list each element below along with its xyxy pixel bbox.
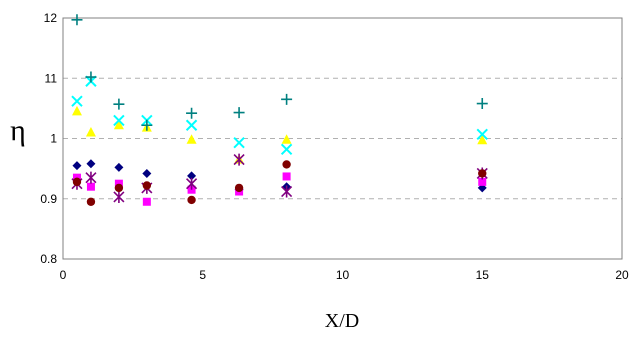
x-tick-label: 5	[199, 268, 206, 282]
x-point	[71, 95, 83, 107]
x-tick-label: 10	[336, 268, 350, 282]
plus-point	[71, 14, 83, 26]
y-tick-label: 1	[50, 132, 57, 146]
x-axis-title: X/D	[325, 310, 359, 332]
triangle-point	[71, 105, 82, 116]
plus-point	[281, 93, 293, 105]
plus-point	[85, 71, 97, 83]
plus-point	[186, 107, 198, 119]
square-point	[187, 185, 196, 194]
plus-point	[476, 98, 488, 110]
plus-point	[141, 119, 153, 131]
y-tick-label: 0.8	[40, 252, 57, 266]
x-tick-label: 20	[615, 268, 629, 282]
diamond-point	[86, 159, 96, 169]
x-tick-label: 0	[60, 268, 67, 282]
circle-point	[282, 160, 291, 169]
square-point	[142, 197, 151, 206]
circle-point	[86, 197, 96, 206]
square-point	[86, 182, 95, 191]
circle-point	[142, 181, 152, 190]
square-point	[114, 179, 123, 188]
triangle-point	[85, 126, 96, 137]
triangle-point	[281, 134, 292, 144]
plus-point	[113, 98, 125, 110]
data-points	[71, 14, 488, 206]
star-point	[85, 171, 97, 184]
x-point	[476, 128, 488, 140]
x-point	[113, 114, 125, 127]
y-tick-label: 12	[44, 11, 58, 25]
star-point	[186, 177, 198, 190]
x-tick-label: 15	[476, 268, 490, 282]
star-point	[281, 185, 293, 198]
triangle-point	[186, 134, 197, 144]
square-point	[478, 177, 487, 186]
diamond-point	[114, 162, 124, 172]
triangle-point	[477, 134, 488, 145]
square-point	[282, 172, 291, 181]
triangle-point	[113, 119, 124, 130]
circle-point	[187, 195, 196, 205]
square-point	[72, 173, 81, 182]
y-axis-title: η	[10, 114, 26, 147]
plot-area-frame	[62, 17, 623, 260]
circle-point	[72, 177, 82, 187]
diamond-point	[72, 161, 82, 171]
plus-point	[233, 107, 245, 119]
x-point	[185, 119, 198, 131]
y-tick-label: 11	[45, 71, 58, 85]
y-tick-label: 0.9	[40, 192, 57, 206]
x-point	[233, 137, 245, 149]
circle-point	[478, 169, 487, 178]
star-point	[113, 190, 125, 203]
circle-point	[114, 183, 124, 193]
diamond-point	[142, 168, 152, 178]
circle-point	[234, 183, 244, 193]
x-point	[280, 143, 293, 156]
gridlines	[63, 77, 622, 200]
diamond-point	[187, 171, 197, 181]
star-point	[233, 153, 245, 166]
